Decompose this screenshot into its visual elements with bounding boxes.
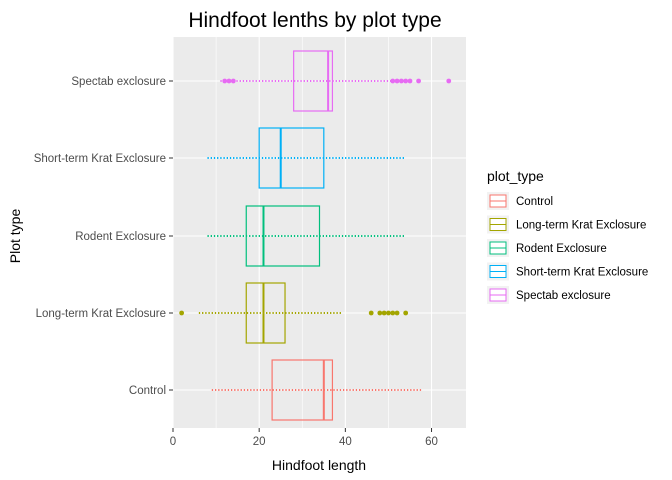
chart-title: Hindfoot lenths by plot type (188, 9, 441, 32)
x-tick-label: 60 (425, 436, 438, 448)
outlier-point (230, 78, 236, 84)
y-tick-label: Spectab exclosure (71, 76, 166, 88)
series-spectab-exclosure (220, 50, 452, 112)
outlier-point (403, 78, 409, 84)
x-axis-title: Hindfoot length (272, 457, 366, 473)
outlier-point (386, 310, 391, 316)
y-tick-label: Rodent Exclosure (75, 231, 166, 243)
outlier-point (390, 310, 396, 316)
outlier-point (226, 78, 232, 84)
legend-item-spectab-exclosure: Spectab exclosure (487, 286, 611, 304)
outlier-point (222, 78, 228, 84)
legend-label: Control (516, 196, 553, 208)
outlier-point (446, 78, 452, 84)
outlier-point (390, 78, 396, 84)
y-axis-ticks: Control Long-term Krat Exclosure Rodent Ex… (34, 76, 173, 397)
box (293, 50, 334, 112)
outlier-point (368, 310, 374, 316)
data-marks (179, 50, 452, 421)
legend-title: plot_type (487, 168, 544, 184)
outlier-point (407, 78, 413, 84)
outlier-point (381, 310, 387, 316)
outlier-point (403, 310, 409, 316)
y-tick-label: Long-term Krat Exclosure (36, 308, 166, 320)
y-tick-label: Short-term Krat Exclosure (34, 153, 166, 165)
y-axis-title: Plot type (7, 209, 23, 264)
box (258, 127, 325, 189)
box (245, 282, 286, 344)
outlier-point (416, 78, 422, 84)
legend-item-short-term-krat-exclosure: Short-term Krat Exclosure (487, 262, 648, 281)
legend-label: Long-term Krat Exclosure (516, 220, 646, 232)
x-axis-ticks: 0 20 40 60 (170, 428, 438, 448)
legend-label: Rodent Exclosure (516, 243, 607, 255)
outlier-point (394, 78, 400, 84)
outlier-point (394, 310, 400, 316)
outlier-point (377, 310, 383, 316)
x-tick-label: 0 (170, 436, 176, 448)
box (271, 359, 334, 421)
box (245, 205, 321, 267)
series-long-term-krat-exclosure (179, 282, 409, 344)
legend-label: Short-term Krat Exclosure (516, 267, 648, 279)
series-short-term-krat-exclosure (207, 127, 406, 189)
legend-item-control: Control (487, 192, 553, 210)
series-rodent-exclosure (207, 205, 406, 267)
outlier-point (398, 78, 404, 84)
outlier-point (179, 310, 185, 316)
y-tick-label: Control (129, 385, 166, 397)
legend-label: Spectab exclosure (516, 290, 611, 302)
legend-item-long-term-krat-exclosure: Long-term Krat Exclosure (487, 215, 646, 234)
legend-item-rodent-exclosure: Rodent Exclosure (487, 239, 607, 257)
series-control (211, 359, 423, 421)
x-tick-label: 40 (339, 436, 352, 448)
x-tick-label: 20 (253, 436, 266, 448)
legend: Control Long-term Krat Exclosure Rodent Ex… (487, 192, 648, 304)
